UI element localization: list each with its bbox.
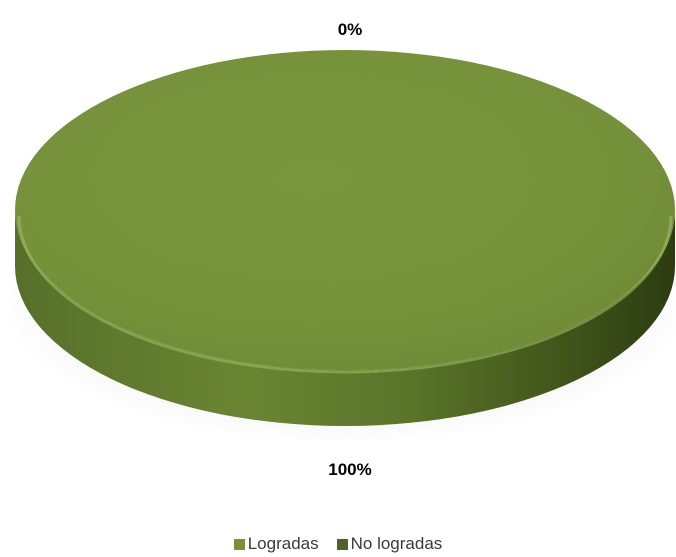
pie-slice-logradas [15,50,675,370]
pie-rim-highlight [17,215,673,374]
legend-swatch-no-logradas [336,538,348,550]
pie-slices [15,50,675,426]
legend-item-logradas: Logradas [233,534,319,554]
data-label-logradas: 100% [328,460,371,479]
legend-item-no-logradas: No logradas [336,534,443,554]
data-label-no-logradas: 0% [338,20,363,39]
legend-label-no-logradas: No logradas [350,534,443,553]
legend-label-logradas: Logradas [247,534,319,553]
legend-swatch-logradas [233,538,245,550]
legend: Logradas No logradas [0,532,676,556]
pie-slice-side [15,210,675,426]
